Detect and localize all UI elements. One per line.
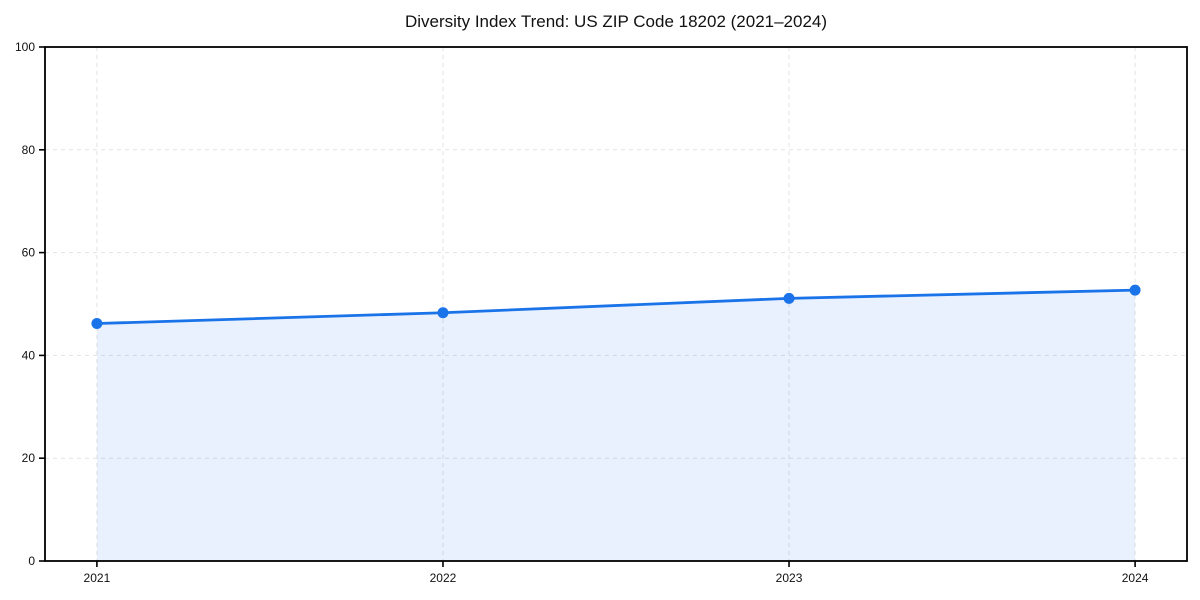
y-tick-label: 60	[22, 246, 36, 260]
area-fill	[96, 290, 1136, 561]
data-point	[1129, 284, 1141, 296]
y-tick-label: 0	[28, 554, 35, 568]
y-tick-label: 40	[22, 348, 36, 362]
x-tick-label: 2024	[1122, 571, 1149, 585]
trend-line	[95, 288, 1137, 325]
chart-title: Diversity Index Trend: US ZIP Code 18202…	[404, 12, 828, 31]
y-tick-label: 100	[15, 40, 35, 54]
data-point	[783, 292, 795, 304]
data-point	[91, 318, 103, 330]
data-point	[437, 307, 449, 319]
y-tick-label: 20	[22, 451, 36, 465]
x-tick-label: 2021	[84, 571, 111, 585]
x-tick-label: 2023	[776, 571, 803, 585]
plot-border	[44, 46, 1188, 562]
x-tick-label: 2022	[430, 571, 457, 585]
y-tick-label: 80	[22, 143, 36, 157]
